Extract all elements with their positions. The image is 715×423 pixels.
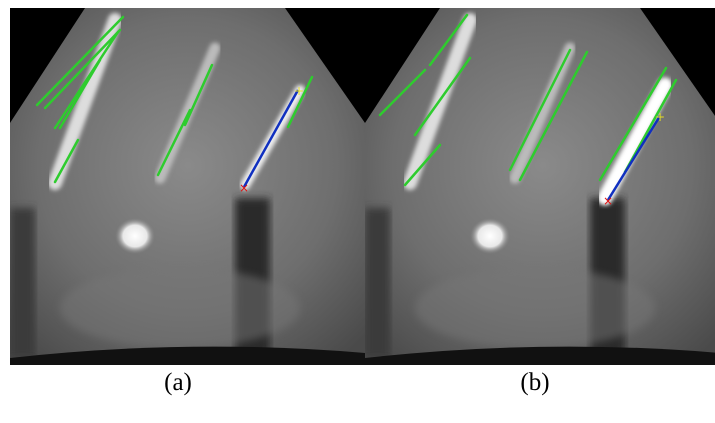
svg-text:×: × xyxy=(603,194,613,208)
panel-a-image: × + xyxy=(10,8,365,365)
svg-text:+: + xyxy=(655,110,665,124)
panel-label: (b) xyxy=(520,369,549,396)
panel-label: (a) xyxy=(164,369,192,396)
panel-b-image: × + xyxy=(365,8,715,365)
svg-text:×: × xyxy=(239,181,249,195)
figure: × + × + (a) (b) xyxy=(0,0,715,423)
svg-text:+: + xyxy=(294,84,304,98)
